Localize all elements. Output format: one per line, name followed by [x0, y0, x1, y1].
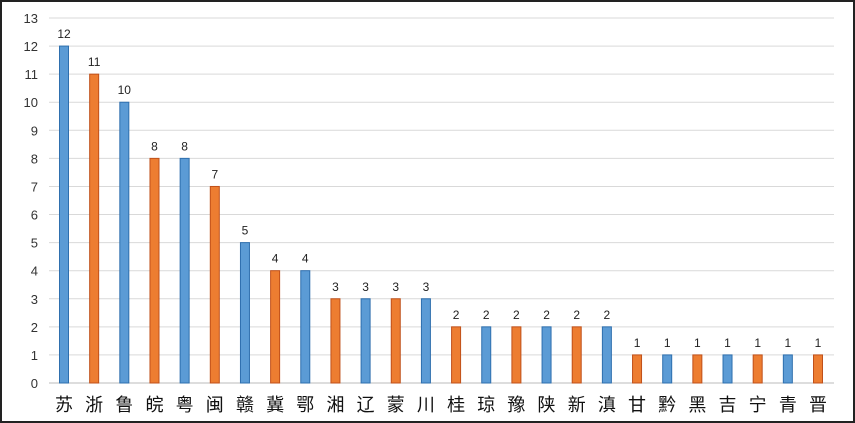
x-tick-label: 滇 — [598, 395, 616, 416]
bar — [390, 298, 401, 384]
y-tick-label: 13 — [24, 11, 38, 26]
y-tick-label: 9 — [31, 123, 38, 138]
bar — [420, 298, 431, 384]
bar — [270, 270, 281, 384]
data-label: 7 — [211, 167, 218, 181]
data-label: 1 — [694, 336, 701, 350]
bar — [179, 157, 190, 384]
x-tick-label: 甘 — [628, 395, 646, 416]
bar — [481, 326, 492, 384]
data-label: 1 — [664, 336, 671, 350]
x-tick-label: 辽 — [357, 395, 375, 416]
bar — [662, 354, 673, 384]
y-tick-label: 3 — [31, 292, 38, 307]
x-tick-label: 宁 — [749, 395, 767, 416]
data-label: 1 — [754, 336, 761, 350]
x-tick-label: 陕 — [538, 395, 556, 416]
bar — [239, 242, 250, 384]
data-label: 5 — [242, 224, 249, 238]
bar — [119, 101, 130, 384]
x-tick-label: 豫 — [507, 395, 525, 416]
y-tick-label: 7 — [31, 179, 38, 194]
x-tick-label: 川 — [417, 395, 435, 416]
data-label: 10 — [118, 83, 132, 97]
data-label: 3 — [392, 280, 399, 294]
bar — [813, 354, 823, 384]
data-label: 3 — [362, 280, 369, 294]
x-tick-label: 琼 — [477, 395, 495, 416]
x-tick-label: 青 — [779, 395, 797, 416]
x-tick-label: 冀 — [266, 395, 284, 416]
data-label: 3 — [332, 280, 339, 294]
x-tick-label: 鄂 — [296, 395, 314, 416]
y-tick-label: 10 — [24, 95, 38, 110]
x-tick-label: 吉 — [719, 395, 737, 416]
x-tick-label: 桂 — [447, 395, 465, 416]
data-label: 8 — [151, 139, 158, 153]
data-label: 1 — [634, 336, 641, 350]
y-tick-label: 8 — [31, 151, 38, 166]
data-label: 11 — [88, 55, 101, 69]
data-label: 1 — [724, 336, 731, 350]
y-tick-label: 11 — [25, 67, 39, 82]
x-tick-label: 蒙 — [387, 395, 405, 416]
bar — [722, 354, 733, 384]
data-label: 1 — [784, 336, 791, 350]
x-tick-label: 闽 — [206, 395, 224, 416]
y-tick-label: 0 — [31, 376, 38, 391]
x-tick-label: 浙 — [85, 395, 103, 416]
y-tick-label: 4 — [31, 264, 38, 279]
bar — [59, 45, 69, 384]
bar — [209, 185, 220, 384]
bar — [300, 270, 311, 384]
y-tick-label: 6 — [31, 208, 38, 223]
bar — [632, 354, 643, 384]
x-tick-label: 黑 — [688, 395, 706, 416]
y-tick-label: 12 — [24, 39, 38, 54]
bar — [541, 326, 552, 384]
y-tick-label: 5 — [31, 236, 38, 251]
bar — [330, 298, 341, 384]
bar — [511, 326, 522, 384]
x-tick-label: 湘 — [326, 395, 344, 416]
x-tick-label: 苏 — [55, 395, 73, 416]
bar — [752, 354, 763, 384]
data-label: 2 — [513, 308, 520, 322]
bar — [89, 73, 100, 384]
data-label: 1 — [815, 336, 822, 350]
data-label: 2 — [543, 308, 550, 322]
x-tick-label: 粤 — [176, 395, 194, 416]
x-tick-label: 黔 — [658, 395, 676, 416]
x-tick-label: 赣 — [236, 395, 254, 416]
data-label: 12 — [57, 27, 71, 41]
x-tick-label: 新 — [568, 395, 586, 416]
bar — [571, 326, 582, 384]
data-label: 2 — [453, 308, 460, 322]
data-label: 4 — [272, 252, 279, 266]
x-tick-label: 皖 — [145, 395, 163, 416]
data-label: 3 — [423, 280, 430, 294]
y-tick-label: 1 — [31, 348, 38, 363]
data-label: 2 — [483, 308, 490, 322]
data-label: 2 — [604, 308, 611, 322]
data-label: 8 — [181, 139, 188, 153]
data-label: 4 — [302, 252, 309, 266]
bar — [149, 157, 160, 384]
x-tick-label: 晋 — [809, 395, 827, 416]
bar — [451, 326, 462, 384]
bar — [692, 354, 703, 384]
bar — [782, 354, 793, 384]
x-tick-label: 鲁 — [115, 395, 133, 416]
data-label: 2 — [573, 308, 580, 322]
y-tick-label: 2 — [31, 320, 38, 335]
bar — [601, 326, 612, 384]
bar — [360, 298, 371, 384]
